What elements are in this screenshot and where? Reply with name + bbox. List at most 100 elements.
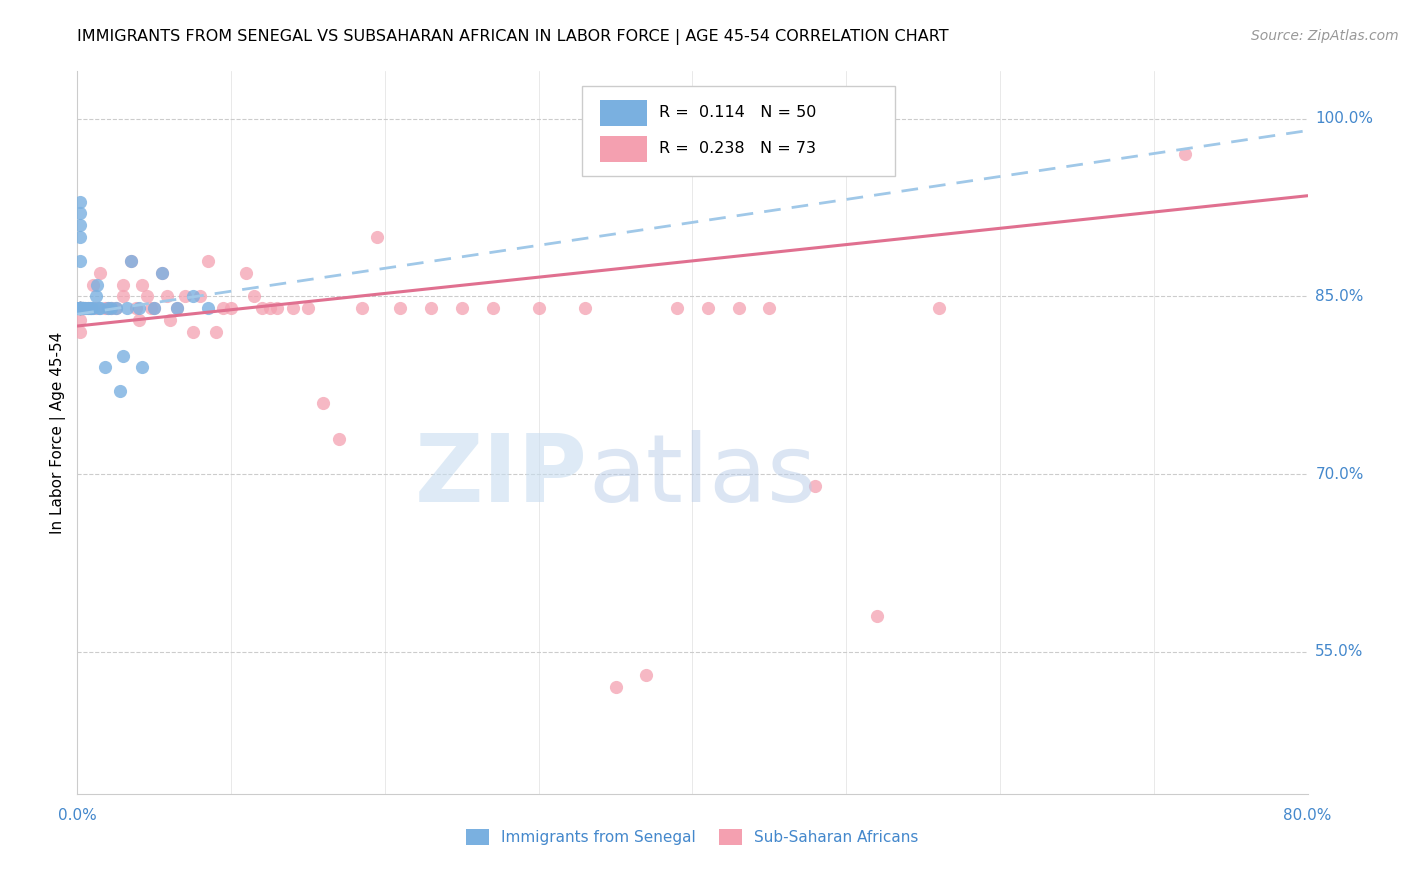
Point xyxy=(235,266,257,280)
Point xyxy=(94,301,117,316)
Point xyxy=(69,301,91,316)
Point xyxy=(115,301,138,316)
Text: atlas: atlas xyxy=(588,430,815,522)
Point xyxy=(297,301,319,316)
Point xyxy=(758,301,780,316)
Point xyxy=(150,266,173,280)
Point xyxy=(727,301,749,316)
Point xyxy=(143,301,166,316)
Point xyxy=(89,266,111,280)
Point xyxy=(181,325,204,339)
Point xyxy=(69,301,91,316)
Point xyxy=(389,301,412,316)
Point xyxy=(77,301,100,316)
Point xyxy=(72,301,94,316)
Point xyxy=(69,219,91,233)
Point xyxy=(120,253,142,268)
Point xyxy=(866,609,889,624)
Point xyxy=(69,313,91,327)
Point xyxy=(125,301,148,316)
Point xyxy=(69,301,91,316)
Point xyxy=(636,668,658,682)
Point xyxy=(69,301,91,316)
Point xyxy=(72,301,94,316)
Point xyxy=(82,277,104,292)
Text: R =  0.238   N = 73: R = 0.238 N = 73 xyxy=(659,141,817,156)
Point xyxy=(70,301,93,316)
Point xyxy=(197,301,219,316)
Text: 55.0%: 55.0% xyxy=(1315,644,1364,659)
Point xyxy=(69,301,91,316)
Point xyxy=(366,230,388,244)
Point xyxy=(84,289,107,303)
Point xyxy=(250,301,273,316)
Point xyxy=(94,360,117,375)
Point xyxy=(69,325,91,339)
Bar xyxy=(600,100,647,126)
Point xyxy=(131,360,153,375)
Point xyxy=(166,301,188,316)
Point xyxy=(527,301,550,316)
Point xyxy=(450,301,472,316)
Point xyxy=(69,301,91,316)
Text: 70.0%: 70.0% xyxy=(1315,467,1364,482)
Point xyxy=(69,301,91,316)
Point xyxy=(69,301,91,316)
Point xyxy=(69,230,91,244)
Point xyxy=(69,253,91,268)
Point xyxy=(104,301,127,316)
Point xyxy=(69,301,91,316)
Text: 85.0%: 85.0% xyxy=(1315,289,1364,304)
Point xyxy=(97,301,120,316)
Point xyxy=(84,301,107,316)
Text: 0.0%: 0.0% xyxy=(58,808,97,823)
Point xyxy=(69,301,91,316)
Point xyxy=(212,301,235,316)
Point xyxy=(69,301,91,316)
Point xyxy=(69,301,91,316)
Point xyxy=(112,289,135,303)
Point xyxy=(100,301,122,316)
Point xyxy=(112,277,135,292)
Point xyxy=(80,301,103,316)
Point xyxy=(328,432,350,446)
Point xyxy=(420,301,443,316)
Point xyxy=(1174,147,1197,161)
Point xyxy=(69,301,91,316)
Point xyxy=(188,289,212,303)
Point xyxy=(155,289,177,303)
Point xyxy=(166,301,188,316)
Y-axis label: In Labor Force | Age 45-54: In Labor Force | Age 45-54 xyxy=(51,332,66,533)
Text: ZIP: ZIP xyxy=(415,430,588,522)
Point xyxy=(70,301,93,316)
Point xyxy=(143,301,166,316)
Point xyxy=(350,301,373,316)
Point xyxy=(69,301,91,316)
Text: R =  0.114   N = 50: R = 0.114 N = 50 xyxy=(659,105,817,120)
Point xyxy=(73,301,96,316)
Point xyxy=(174,289,197,303)
Point xyxy=(110,384,132,399)
Point xyxy=(666,301,689,316)
Point xyxy=(259,301,281,316)
Point xyxy=(89,301,111,316)
Point xyxy=(131,277,153,292)
Point xyxy=(104,301,127,316)
Point xyxy=(128,301,150,316)
Point xyxy=(281,301,304,316)
Point xyxy=(82,301,104,316)
Point xyxy=(574,301,596,316)
Point xyxy=(150,266,173,280)
Point xyxy=(87,301,110,316)
Text: 100.0%: 100.0% xyxy=(1315,112,1374,127)
Point xyxy=(804,479,827,493)
Point xyxy=(70,301,93,316)
Point xyxy=(135,289,157,303)
Point xyxy=(69,301,91,316)
Point xyxy=(69,206,91,220)
Point xyxy=(481,301,503,316)
Point xyxy=(80,301,103,316)
Point xyxy=(605,680,627,694)
Point xyxy=(69,301,91,316)
Point xyxy=(159,313,181,327)
